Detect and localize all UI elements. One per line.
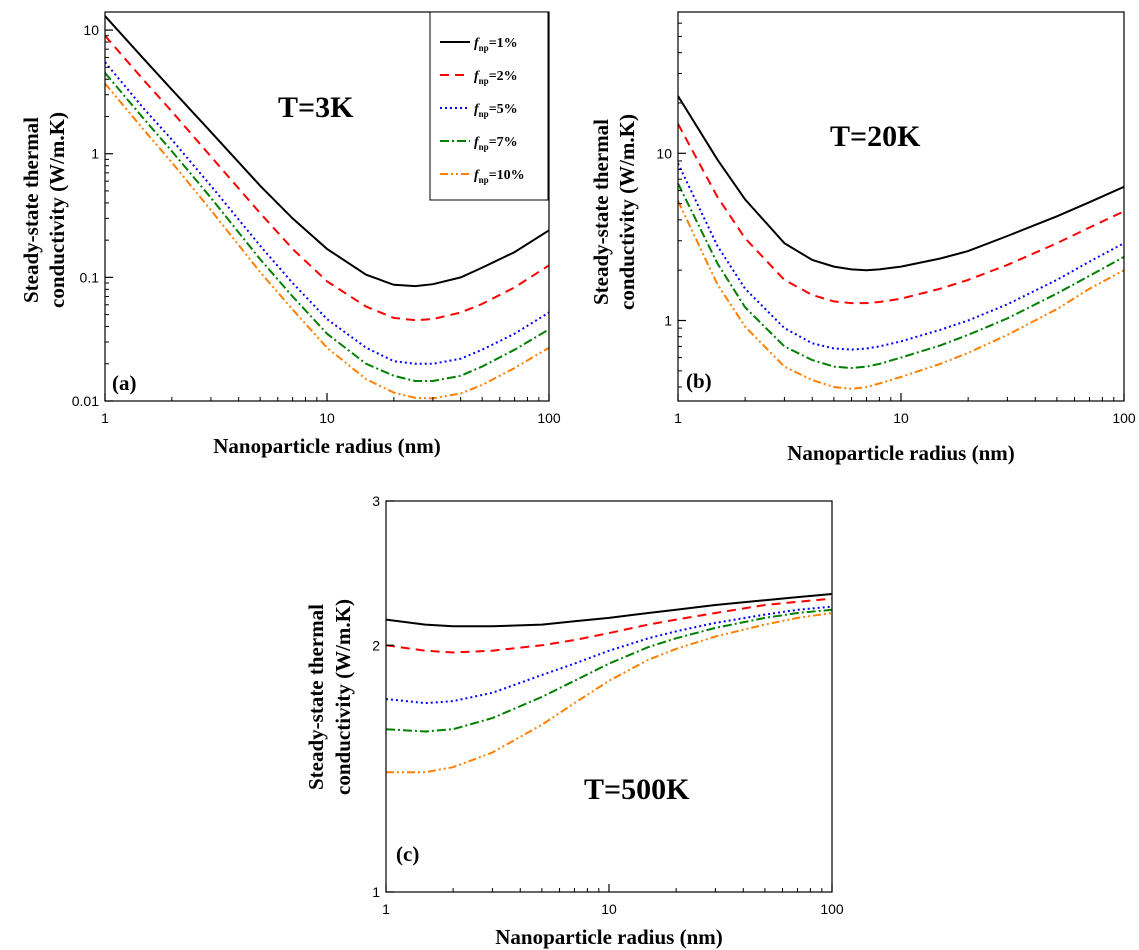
legend-var-4: f (474, 135, 480, 150)
panel-b-series-4-line (678, 183, 1124, 370)
panel-b-ytick-label-2: 10 (656, 145, 672, 161)
panel-a-series-5-line (105, 82, 549, 400)
panel-c-xtick-label-2: 10 (601, 901, 617, 917)
panel-c-series-5-line (386, 612, 832, 774)
panel-b-temperature-label: T=20K (830, 120, 921, 153)
legend-value-2: =2% (489, 69, 518, 84)
panel-a-xlabel: Nanoparticle radius (nm) (213, 434, 441, 458)
legend-entry-4: fnp=7% (440, 135, 518, 152)
panel-c-ytick-label-1: 1 (372, 884, 380, 900)
svg-text:fnp=7%: fnp=7% (474, 135, 518, 152)
panel-c-label: (c) (396, 842, 419, 866)
svg-text:fnp=10%: fnp=10% (474, 168, 525, 185)
panel-c-series-2-line (386, 597, 832, 654)
panel-c-series-4-line (386, 608, 832, 733)
panel-c-temperature-label: T=500K (584, 773, 690, 806)
legend-value-1: =1% (489, 36, 518, 51)
svg-text:fnp=5%: fnp=5% (474, 102, 518, 119)
legend-sub-4: np (479, 142, 489, 152)
legend-value-3: =5% (489, 102, 518, 117)
legend: fnp=1% fnp=2% fnp=5% fnp=7% fnp=10% (429, 11, 549, 201)
panel-c-ylabel-line2: conductivity (W/m.K) (331, 599, 355, 795)
legend-sub-5: np (479, 175, 489, 185)
chart-panel-a: 1 10 100 0.01 0.1 1 10 T=3K (a) Nanoparticle r… (19, 11, 561, 458)
panel-a-ylabel-line2: conductivity (W/m.K) (45, 112, 69, 308)
legend-sub-2: np (479, 76, 489, 86)
panel-a-ytick-label-3: 1 (91, 146, 99, 162)
panel-c-series-3-line (386, 605, 832, 705)
panel-b-series-2-line (678, 123, 1124, 305)
panel-a-xtick-label-1: 1 (101, 410, 109, 426)
panel-b-series-1-line (678, 95, 1124, 272)
legend-value-5: =10% (489, 168, 525, 183)
panel-a-ylabel-line1: Steady-state thermal (19, 117, 43, 303)
panel-a-temperature-label: T=3K (278, 91, 354, 124)
panel-a-series-1-line (105, 15, 549, 288)
panel-a-ytick-label-1: 0.01 (72, 393, 99, 409)
panel-b-series-5-line (678, 200, 1124, 390)
legend-var-5: f (474, 168, 480, 183)
legend-entry-1: fnp=1% (440, 36, 518, 53)
panel-b-ytick-label-1: 1 (664, 312, 672, 328)
panel-c-ytick-label-2: 2 (372, 637, 380, 653)
panel-b-xtick-label-3: 100 (1112, 410, 1136, 426)
legend-var-3: f (474, 102, 480, 117)
panel-a-ytick-label-4: 10 (83, 22, 99, 38)
panel-a-plot-frame (104, 11, 550, 402)
panel-a-label: (a) (112, 371, 137, 395)
panel-c-xlabel: Nanoparticle radius (nm) (495, 925, 723, 949)
legend-sub-1: np (479, 43, 489, 53)
panel-a-xtick-label-2: 10 (319, 410, 335, 426)
panel-b-xtick-label-2: 10 (893, 410, 909, 426)
panel-b-plot-frame (677, 11, 1125, 402)
panel-b-ylabel-line2: conductivity (W/m.K) (615, 114, 639, 310)
panel-c-plot-frame (385, 500, 833, 893)
panel-c-ytick-label-3: 3 (372, 493, 380, 509)
legend-entry-5: fnp=10% (440, 168, 525, 185)
panel-b-ylabel-line1: Steady-state thermal (589, 119, 613, 305)
panel-b-xlabel: Nanoparticle radius (nm) (787, 441, 1015, 465)
legend-entry-3: fnp=5% (440, 102, 518, 119)
panel-a-series-2-line (105, 35, 549, 322)
legend-var-1: f (474, 36, 480, 51)
panel-c-xtick-label-3: 100 (820, 901, 844, 917)
svg-text:fnp=1%: fnp=1% (474, 36, 518, 53)
panel-a-xtick-label-3: 100 (537, 410, 561, 426)
panel-b-series-3-line (678, 162, 1124, 351)
chart-panel-b: 1 10 100 1 10 T=20K (b) Nanoparticle radius … (589, 11, 1136, 465)
panel-c-xtick-label-1: 1 (382, 901, 390, 917)
panel-a-series-3-line (105, 61, 549, 365)
panel-c-series-1-line (386, 593, 832, 628)
legend-entry-2: fnp=2% (440, 69, 518, 86)
legend-box (429, 11, 549, 201)
chart-panel-c: 1 10 100 1 2 3 T=500K (c) Nanoparticle radius… (304, 493, 844, 949)
panel-c-ylabel-line1: Steady-state thermal (304, 604, 328, 790)
legend-value-4: =7% (489, 135, 518, 150)
panel-b-label: (b) (686, 369, 712, 393)
legend-var-2: f (474, 69, 480, 84)
panel-a-series-4-line (105, 72, 549, 382)
legend-sub-3: np (479, 109, 489, 119)
panel-b-xtick-label-1: 1 (674, 410, 682, 426)
svg-text:fnp=2%: fnp=2% (474, 69, 518, 86)
panel-a-ytick-label-2: 0.1 (80, 269, 100, 285)
